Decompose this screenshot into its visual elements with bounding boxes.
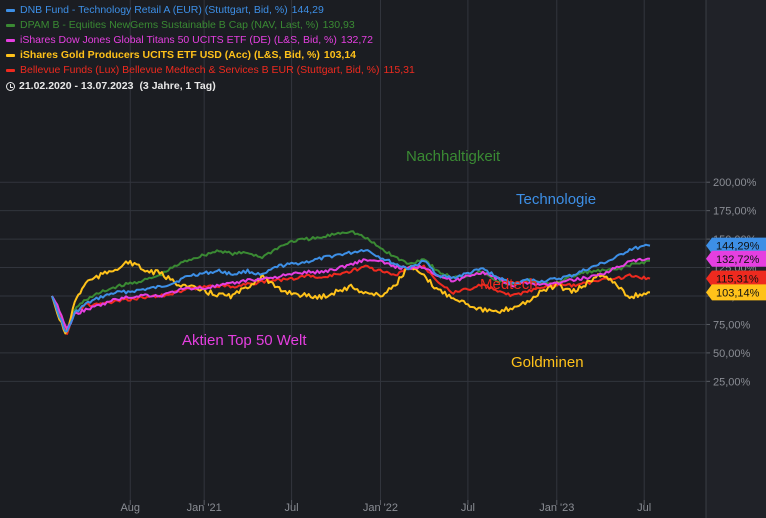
series-lines: [51, 230, 651, 335]
x-tick-label: Jan '23: [539, 502, 574, 514]
last-value-badge: [706, 237, 766, 254]
y-tick-label: 50,00%: [713, 348, 751, 360]
period-selector[interactable]: 21.02.2020 - 13.07.2023 (3 Jahre, 1 Tag): [6, 79, 415, 94]
last-value-text: 115,31%: [716, 274, 759, 286]
x-tick-label: Jul: [637, 502, 651, 514]
legend-item[interactable]: Bellevue Funds (Lux) Bellevue Medtech & …: [6, 63, 415, 78]
annotations: Nachhaltigkeit Technologie Medtech Aktien T…: [182, 148, 596, 371]
legend: DNB Fund - Technology Retail A (EUR) (St…: [6, 3, 415, 94]
legend-label: DPAM B - Equities NewGems Sustainable B …: [20, 19, 319, 31]
series-line[interactable]: [51, 257, 651, 330]
legend-item[interactable]: iShares Dow Jones Global Titans 50 UCITS…: [6, 33, 415, 48]
legend-label: iShares Gold Producers UCITS ETF USD (Ac…: [20, 49, 320, 61]
legend-label: iShares Dow Jones Global Titans 50 UCITS…: [20, 34, 337, 46]
y-tick-label: 75,00%: [713, 319, 751, 331]
plot-background: [0, 0, 706, 518]
legend-item[interactable]: DNB Fund - Technology Retail A (EUR) (St…: [6, 3, 415, 18]
legend-label: Bellevue Funds (Lux) Bellevue Medtech & …: [20, 64, 380, 76]
last-value-text: 103,14%: [716, 287, 760, 299]
y-tick-label: 25,00%: [713, 376, 751, 388]
legend-swatch: [6, 54, 15, 57]
last-value-labels: 144,29%132,72% 115,31%103,14%: [706, 237, 766, 301]
period-range: 21.02.2020 - 13.07.2023: [19, 80, 134, 92]
last-value-text: 132,72%: [716, 254, 760, 266]
last-value-text: 144,29%: [716, 241, 760, 253]
legend-value: 103,14: [323, 49, 357, 61]
x-tick-label: Jul: [461, 502, 475, 514]
x-axis: Aug Jan '21 Jul Jan '22 Jul Jan '23 Jul: [120, 500, 651, 514]
last-value-badge: [706, 270, 766, 287]
legend-label: DNB Fund - Technology Retail A (EUR) (St…: [20, 4, 288, 16]
annotation-label: Goldminen: [511, 354, 584, 371]
legend-swatch: [6, 24, 15, 27]
legend-swatch: [6, 9, 15, 12]
annotation-label: Nachhaltigkeit: [406, 148, 501, 165]
annotation-label: Aktien Top 50 Welt: [182, 332, 307, 349]
clock-icon: [6, 82, 15, 91]
gridlines: [0, 0, 706, 500]
legend-swatch: [6, 39, 15, 42]
annotation-label: Technologie: [516, 191, 596, 208]
last-value-badge: [706, 284, 766, 301]
legend-value: 115,31: [383, 64, 415, 76]
legend-value: 132,72: [340, 34, 373, 46]
last-value-badge: [706, 250, 766, 267]
y-tick-label: 200,00%: [713, 177, 757, 189]
annotation-label: Medtech: [480, 276, 538, 293]
x-tick-label: Jul: [285, 502, 299, 514]
x-tick-label: Aug: [120, 502, 140, 514]
legend-item[interactable]: iShares Gold Producers UCITS ETF USD (Ac…: [6, 48, 415, 63]
legend-value: 130,93: [322, 19, 355, 31]
legend-value: 144,29: [291, 4, 324, 16]
legend-swatch: [6, 69, 15, 72]
x-tick-label: Jan '22: [363, 502, 398, 514]
period-duration: (3 Jahre, 1 Tag): [139, 80, 216, 92]
y-tick-label: 175,00%: [713, 206, 757, 218]
series-line[interactable]: [51, 243, 651, 333]
legend-item[interactable]: DPAM B - Equities NewGems Sustainable B …: [6, 18, 415, 33]
series-line[interactable]: [51, 259, 651, 335]
x-tick-label: Jan '21: [187, 502, 222, 514]
